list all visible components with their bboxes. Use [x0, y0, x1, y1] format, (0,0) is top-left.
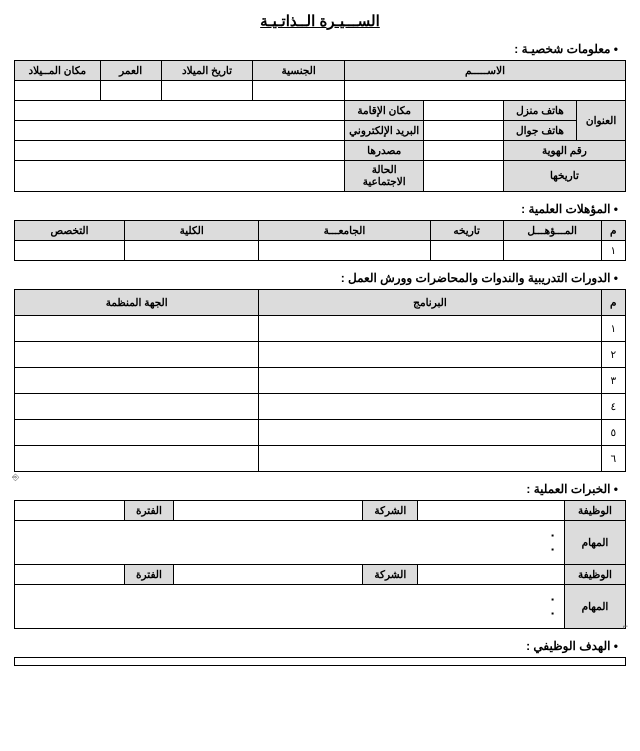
- hdr-idno: رقم الهوية: [503, 141, 625, 161]
- q-hdr-spec: التخصص: [15, 221, 125, 241]
- e-tasks1: [15, 521, 565, 565]
- t-r2: ٢: [601, 342, 625, 368]
- t-r4-o: [15, 394, 259, 420]
- t-r1-o: [15, 316, 259, 342]
- cell-home-phone: [424, 101, 503, 121]
- e-period1: [15, 501, 125, 521]
- anchor-icon-bot: ⌐: [623, 621, 628, 631]
- e-hdr-company1: الشركة: [363, 501, 418, 521]
- t-r3-p: [259, 368, 601, 394]
- page-title: الســـيـرة الــذاتـيـة: [14, 12, 626, 30]
- q-hdr-m: م: [601, 221, 625, 241]
- t-hdr-m: م: [601, 290, 625, 316]
- hdr-pob: مكان المــيلاد: [15, 61, 101, 81]
- t-r6-p: [259, 446, 601, 472]
- hdr-marital: الحالة الاجتماعية: [344, 161, 423, 192]
- e-hdr-company2: الشركة: [363, 565, 418, 585]
- hdr-nationality: الجنسية: [253, 61, 345, 81]
- cell-email: [15, 121, 345, 141]
- hdr-residence: مكان الإقامة: [344, 101, 423, 121]
- t-r5-p: [259, 420, 601, 446]
- q-row1-univ: [259, 241, 430, 261]
- personal-table: الاســـــم الجنسية تاريخ الميلاد العمر م…: [14, 60, 626, 192]
- training-table: م البرنامج الجهة المنظمة ١ ٢ ٣ ٤ ٥ ٦: [14, 289, 626, 472]
- e-hdr-tasks1: المهام: [564, 521, 625, 565]
- t-r5: ٥: [601, 420, 625, 446]
- hdr-home-phone: هاتف منزل: [503, 101, 576, 121]
- t-r3: ٣: [601, 368, 625, 394]
- cell-name: [344, 81, 625, 101]
- cell-iddate: [424, 161, 503, 192]
- e-hdr-period2: الفترة: [125, 565, 174, 585]
- t-r1-p: [259, 316, 601, 342]
- cell-residence: [15, 101, 345, 121]
- t-r6: ٦: [601, 446, 625, 472]
- hdr-idsource: مصدرها: [344, 141, 423, 161]
- t-r6-o: [15, 446, 259, 472]
- hdr-mobile: هاتف جوال: [503, 121, 576, 141]
- t-hdr-program: البرنامج: [259, 290, 601, 316]
- e-hdr-job2: الوظيفة: [564, 565, 625, 585]
- hdr-name: الاســـــم: [344, 61, 625, 81]
- q-hdr-univ: الجامعـــة: [259, 221, 430, 241]
- cell-dob: [161, 81, 253, 101]
- e-company1: [173, 501, 362, 521]
- t-r4: ٤: [601, 394, 625, 420]
- anchor-icon: ⎆: [12, 472, 19, 483]
- t-r5-o: [15, 420, 259, 446]
- e-tasks2: [15, 585, 565, 629]
- q-row1-qual: [503, 241, 601, 261]
- cell-idsource: [15, 141, 345, 161]
- cell-age: [100, 81, 161, 101]
- t-r4-p: [259, 394, 601, 420]
- section-objective: الهدف الوظيفي :: [14, 639, 626, 653]
- t-r2-p: [259, 342, 601, 368]
- e-hdr-tasks2: المهام: [564, 585, 625, 629]
- cell-mobile: [424, 121, 503, 141]
- objective-cell: [15, 658, 626, 666]
- cell-nationality: [253, 81, 345, 101]
- e-hdr-job1: الوظيفة: [564, 501, 625, 521]
- e-job2: [418, 565, 565, 585]
- section-experience: الخبرات العملية :: [14, 482, 626, 496]
- e-hdr-period1: الفترة: [125, 501, 174, 521]
- section-personal: معلومات شخصيـة :: [14, 42, 626, 56]
- cell-pob: [15, 81, 101, 101]
- t-r3-o: [15, 368, 259, 394]
- q-row1-spec: [15, 241, 125, 261]
- q-row1-college: [125, 241, 259, 261]
- q-hdr-college: الكلية: [125, 221, 259, 241]
- section-training: الدورات التدريبية والندوات والمحاضرات وو…: [14, 271, 626, 285]
- objective-table: [14, 657, 626, 666]
- t-r2-o: [15, 342, 259, 368]
- hdr-address: العنوان: [577, 101, 626, 141]
- section-qualifications: المؤهلات العلمية :: [14, 202, 626, 216]
- hdr-age: العمر: [100, 61, 161, 81]
- experience-table: الوظيفة الشركة الفترة المهام الوظيفة الش…: [14, 500, 626, 629]
- hdr-iddate: تاريخها: [503, 161, 625, 192]
- e-job1: [418, 501, 565, 521]
- e-company2: [173, 565, 362, 585]
- q-row1-date: [430, 241, 503, 261]
- cell-idno: [424, 141, 503, 161]
- t-hdr-org: الجهة المنظمة: [15, 290, 259, 316]
- e-period2: [15, 565, 125, 585]
- qualifications-table: م المـــؤهـــل تاريخه الجامعـــة الكلية …: [14, 220, 626, 261]
- q-row1-m: ١: [601, 241, 625, 261]
- hdr-dob: تاريخ الميلاد: [161, 61, 253, 81]
- q-hdr-date: تاريخه: [430, 221, 503, 241]
- hdr-email: البريد الإلكتروني: [344, 121, 423, 141]
- q-hdr-qual: المـــؤهـــل: [503, 221, 601, 241]
- t-r1: ١: [601, 316, 625, 342]
- cell-marital: [15, 161, 345, 192]
